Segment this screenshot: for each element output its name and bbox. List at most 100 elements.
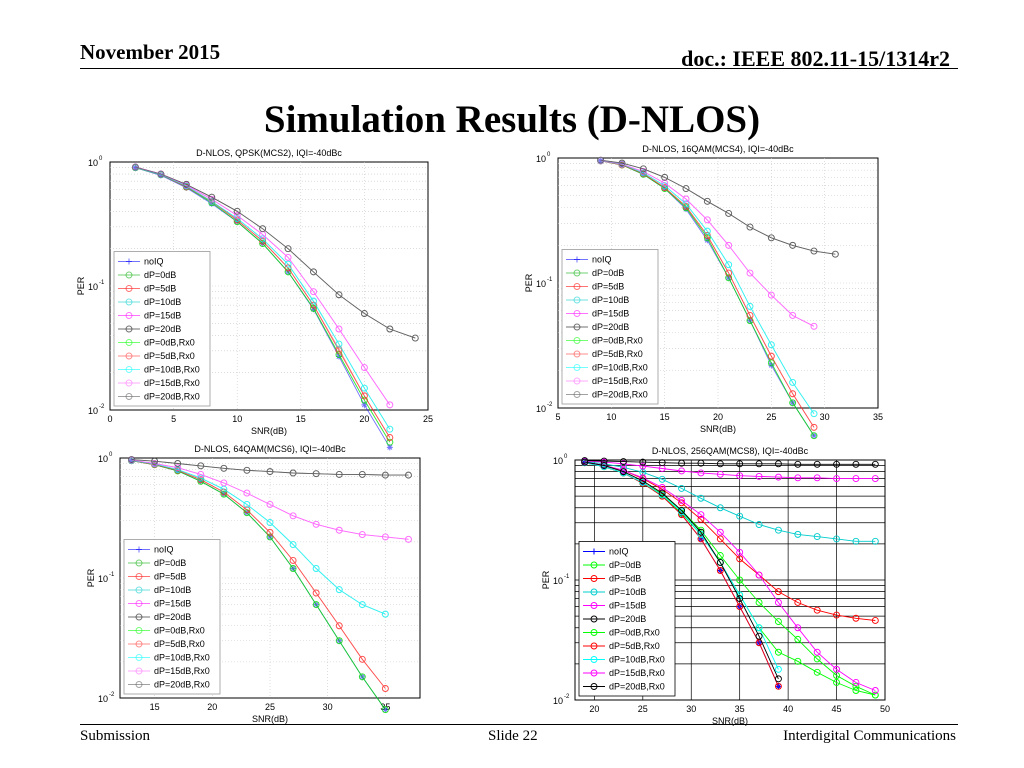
- data-point: [233, 212, 241, 219]
- x-tick-label: 20: [713, 412, 723, 422]
- chart-title: D-NLOS, 256QAM(MCS8), IQI=-40dBc: [652, 446, 809, 456]
- y-tick-exponent: -1: [564, 574, 570, 580]
- series: [128, 456, 412, 479]
- data-point: [266, 501, 274, 508]
- x-tick-label: 40: [783, 704, 793, 714]
- data-point: [736, 576, 744, 584]
- data-point: [661, 173, 669, 181]
- data-point: [794, 474, 802, 482]
- data-point: [810, 247, 818, 255]
- data-point: [358, 673, 366, 681]
- legend-label: dP=20dB: [154, 612, 191, 622]
- data-point: [386, 434, 394, 441]
- data-point: [813, 655, 821, 663]
- data-point: [208, 200, 215, 207]
- legend-entry: noIQ: [566, 255, 612, 265]
- data-point: [386, 425, 394, 433]
- y-tick-label: 10: [88, 406, 98, 416]
- footer-rule: [80, 724, 958, 725]
- data-point: [243, 506, 251, 514]
- data-point: [755, 460, 763, 468]
- data-point: [774, 648, 782, 656]
- data-point: [755, 599, 763, 606]
- legend-label: dP=0dB: [144, 270, 176, 280]
- y-tick-exponent: -2: [547, 402, 553, 408]
- data-point: [678, 506, 686, 514]
- data-point: [704, 237, 711, 244]
- series-line: [131, 459, 409, 540]
- data-point: [382, 706, 389, 713]
- data-point: [774, 599, 782, 606]
- legend-label: dP=10dB,Rx0: [144, 365, 200, 375]
- data-point: [774, 675, 782, 683]
- data-point: [619, 460, 627, 468]
- legend-entry: dP=15dB,Rx0: [128, 666, 210, 676]
- legend-entry: dP=0dB: [566, 268, 624, 278]
- y-axis-label: PER: [86, 568, 96, 587]
- series-line: [135, 167, 391, 438]
- series-line: [135, 166, 391, 406]
- legend-label: dP=10dB,Rx0: [154, 653, 210, 663]
- x-tick-label: 25: [265, 702, 275, 712]
- data-point: [335, 526, 343, 534]
- data-point: [871, 537, 879, 545]
- data-point: [310, 288, 317, 296]
- data-point: [811, 432, 817, 439]
- x-tick-label: 50: [880, 704, 890, 714]
- data-point: [310, 297, 317, 305]
- chart-16qam-mcs4: 5 10 15 20 25 30 35 10 -2 10 -1 10 0 D-NLOS, 16QAM(MC…: [520, 140, 895, 440]
- data-point: [716, 470, 724, 478]
- data-point: [774, 460, 782, 468]
- series-line: [584, 462, 779, 670]
- data-point: [360, 310, 368, 317]
- data-point: [774, 526, 782, 534]
- x-tick-label: 20: [359, 414, 369, 424]
- series-line: [600, 160, 815, 428]
- data-point: [767, 291, 775, 299]
- legend-label: dP=0dB,Rx0: [154, 626, 205, 636]
- data-point: [736, 512, 744, 520]
- data-point: [361, 401, 368, 408]
- legend-label: dP=15dB,Rx0: [154, 666, 210, 676]
- data-point: [755, 632, 763, 640]
- y-tick-exponent: -1: [99, 280, 105, 286]
- data-point: [259, 235, 267, 243]
- data-point: [597, 157, 604, 164]
- data-point: [381, 533, 389, 541]
- data-point: [581, 459, 588, 466]
- data-point: [312, 589, 320, 597]
- series-line: [600, 160, 815, 414]
- data-point: [678, 459, 686, 467]
- data-point: [174, 460, 182, 467]
- data-point: [813, 474, 821, 482]
- legend-label: dP=10dB,Rx0: [609, 655, 665, 665]
- data-point: [767, 359, 775, 367]
- data-point: [755, 571, 763, 579]
- legend-entry: dP=5dB,Rx0: [118, 351, 195, 361]
- data-point: [716, 567, 724, 574]
- data-point: [736, 472, 744, 480]
- series: [581, 458, 879, 694]
- data-point: [289, 557, 297, 564]
- data-point: [852, 682, 860, 690]
- series: [581, 457, 879, 468]
- data-point: [736, 460, 744, 468]
- data-point: [289, 565, 297, 572]
- legend-label: dP=15dB,Rx0: [144, 378, 200, 388]
- series-line: [131, 459, 409, 476]
- data-point: [405, 471, 412, 479]
- data-point: [746, 312, 754, 319]
- legend-label: dP=0dB,Rx0: [592, 336, 643, 346]
- legend-label: dP=20dB,Rx0: [144, 392, 200, 402]
- data-point: [243, 501, 251, 508]
- data-point: [266, 519, 274, 526]
- y-tick-exponent: 0: [109, 452, 113, 458]
- data-point: [697, 528, 705, 536]
- header-date: November 2015: [80, 40, 221, 64]
- series-line: [584, 460, 876, 480]
- data-point: [335, 586, 343, 594]
- data-point: [697, 530, 705, 538]
- data-point: [411, 334, 419, 342]
- data-point: [581, 458, 589, 466]
